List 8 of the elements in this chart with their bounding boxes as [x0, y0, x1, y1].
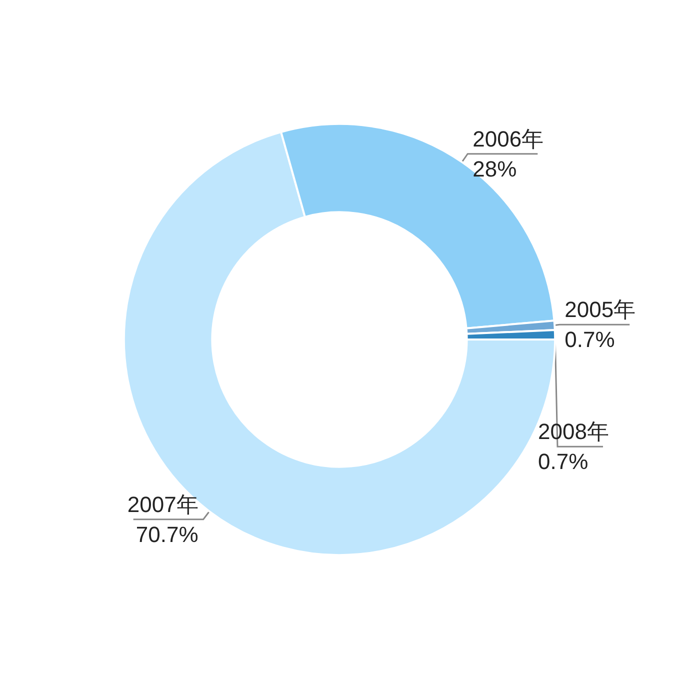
slice-label: 2008年 [538, 419, 609, 444]
slice-label: 2006年 [472, 126, 544, 152]
data-label: 28% [472, 156, 517, 182]
slice-label: 2005年 [564, 297, 636, 322]
data-label: 0.7% [564, 327, 615, 352]
data-label: 70.7% [136, 522, 198, 547]
slice-label: 2007年 [127, 492, 198, 517]
data-label: 0.7% [538, 449, 588, 474]
